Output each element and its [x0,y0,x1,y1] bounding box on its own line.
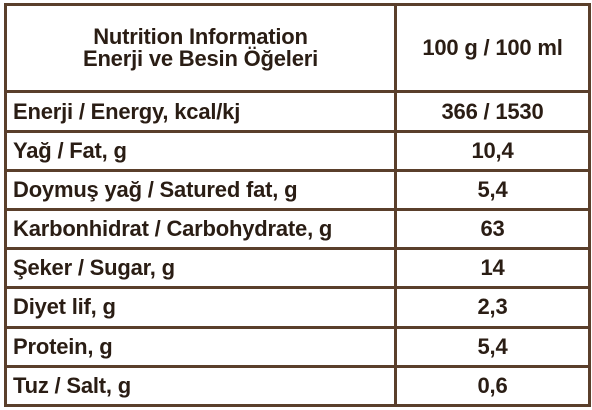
row-value: 0,6 [394,364,591,408]
row-label: Şeker / Sugar, g [4,247,397,290]
nutrition-table: Nutrition Information Enerji ve Besin Öğ… [4,2,591,408]
row-value: 10,4 [394,129,591,172]
header-title-english: Nutrition Information [93,24,308,50]
row-value: 63 [394,207,591,251]
row-value: 5,4 [394,168,591,211]
table-row-energy: Enerji / Energy, kcal/kj 366 / 1530 [4,90,591,133]
table-header-unit: 100 g / 100 ml [394,2,591,94]
row-label: Protein, g [4,325,397,368]
row-label: Tuz / Salt, g [4,364,397,408]
row-label: Doymuş yağ / Satured fat, g [4,168,397,211]
table-row-saturated-fat: Doymuş yağ / Satured fat, g 5,4 [4,168,591,211]
table-row-fiber: Diyet lif, g 2,3 [4,286,591,329]
row-value: 14 [394,247,591,290]
header-title-turkish: Enerji ve Besin Öğeleri [82,46,319,72]
table-row-protein: Protein, g 5,4 [4,325,591,368]
table-row-fat: Yağ / Fat, g 10,4 [4,129,591,172]
table-header-row: Nutrition Information Enerji ve Besin Öğ… [4,2,591,94]
table-header-label: Nutrition Information Enerji ve Besin Öğ… [4,2,397,94]
row-value: 5,4 [394,325,591,368]
table-row-carbohydrate: Karbonhidrat / Carbohydrate, g 63 [4,207,591,251]
row-label: Yağ / Fat, g [4,129,397,172]
row-label: Karbonhidrat / Carbohydrate, g [4,207,397,251]
table-row-sugar: Şeker / Sugar, g 14 [4,247,591,290]
row-label: Enerji / Energy, kcal/kj [4,90,397,133]
row-label: Diyet lif, g [4,286,397,329]
row-value: 2,3 [394,286,591,329]
row-value: 366 / 1530 [394,90,591,133]
table-row-salt: Tuz / Salt, g 0,6 [4,364,591,408]
